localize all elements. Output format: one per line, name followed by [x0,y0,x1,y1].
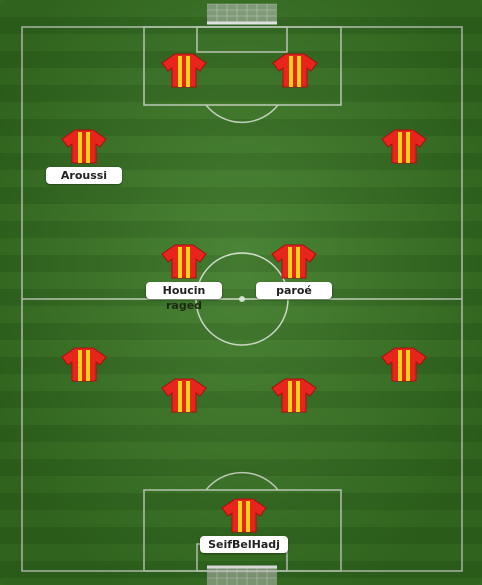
player-left-back[interactable] [39,346,129,382]
jersey-icon [61,129,107,164]
jersey-icon [61,347,107,382]
jersey-icon [272,53,318,88]
player-name-label: Aroussi [46,167,122,184]
player-center-back-right[interactable] [249,377,339,413]
player-right-wing[interactable] [359,128,449,164]
player-goalkeeper[interactable]: SeifBelHadj [199,497,289,553]
jersey-icon [381,347,427,382]
jersey-icon [161,53,207,88]
player-center-back-left[interactable] [139,377,229,413]
jersey-icon [161,244,207,279]
bottom-goal [207,565,277,585]
player-name-label: paroé [256,282,332,299]
player-central-mid-left[interactable]: Houcin raged [139,243,229,312]
bottom-penalty-arc [205,471,279,491]
jersey-icon [271,378,317,413]
center-spot [239,296,245,302]
jersey-icon [381,129,427,164]
player-name-label: SeifBelHadj [200,536,288,553]
top-goal-box [196,26,288,53]
player-name-continuation: raged [165,299,203,312]
center-circle [195,252,289,346]
jersey-icon [161,378,207,413]
player-central-mid-right[interactable]: paroé [249,243,339,299]
player-right-back[interactable] [359,346,449,382]
player-striker-right[interactable] [250,52,340,88]
player-name-label: Houcin [146,282,222,299]
player-left-wing[interactable]: Aroussi [39,128,129,184]
jersey-icon [221,498,267,533]
top-goal [207,3,277,25]
player-striker-left[interactable] [139,52,229,88]
top-penalty-arc [205,104,279,124]
jersey-icon [271,244,317,279]
